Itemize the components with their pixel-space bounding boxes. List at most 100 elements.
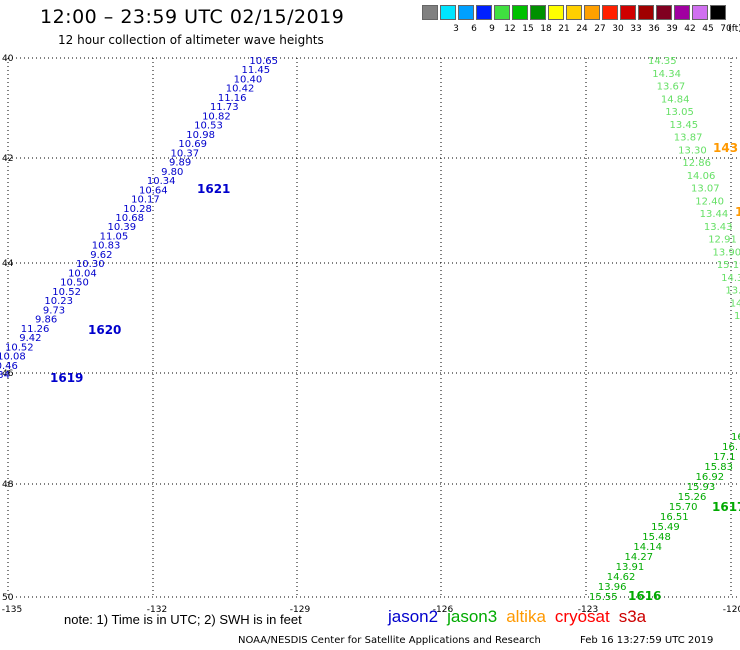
legend-swatch — [530, 5, 546, 20]
jason2-swh-value: 10.04 — [68, 268, 97, 279]
legend-label: 27 — [594, 24, 606, 34]
jason3-time-label: 1617 — [712, 500, 740, 514]
jason3-swh-value: 12.86 — [682, 158, 711, 169]
legend-label: 36 — [648, 24, 660, 34]
jason2-swh-value: 11.73 — [210, 102, 239, 113]
jason3-swh-value: 14.62 — [607, 572, 636, 583]
longitude-label: -135 — [2, 605, 22, 615]
legend-swatch — [692, 5, 708, 20]
jason3-swh-value: 15.19 — [717, 260, 740, 271]
jason2-swh-value: 9.86 — [35, 315, 57, 326]
latitude-label: 50 — [2, 593, 14, 603]
satellite-name-jason2: jason2 — [388, 607, 439, 626]
legend-label: 18 — [540, 24, 552, 34]
jason2-swh-value: 10.28 — [123, 204, 152, 215]
jason3-swh-value: 16.51 — [660, 512, 689, 523]
jason2-swh-value: 10.98 — [186, 130, 215, 141]
jason2-swh-value: 10.46 — [0, 361, 18, 372]
jason2-swh-value: 11.45 — [241, 65, 270, 76]
legend-swatch — [548, 5, 564, 20]
jason3-swh-value: 12.40 — [695, 196, 724, 207]
jason3-swh-value: 13.90 — [713, 247, 740, 258]
jason3-swh-value: 14.27 — [625, 552, 654, 563]
map-subtitle: 12 hour collection of altimeter wave hei… — [58, 33, 324, 47]
legend-swatch — [656, 5, 672, 20]
jason3-swh-value: 13.45 — [670, 120, 699, 131]
latitude-label: 44 — [2, 259, 14, 269]
legend-swatch — [512, 5, 528, 20]
legend-label: 12 — [504, 24, 516, 34]
jason2-swh-value: 10.37 — [171, 148, 200, 159]
jason3-swh-value: 15.26 — [678, 492, 707, 503]
legend-unit: (ft) — [728, 24, 740, 34]
jason2-swh-value: 11.26 — [21, 324, 50, 335]
jason2-swh-value: 11.16 — [218, 93, 247, 104]
satellite-name-cryosat: cryosat — [554, 607, 610, 626]
jason2-swh-value: 10.30 — [76, 259, 105, 270]
jason3-swh-value: 13.44 — [700, 209, 729, 220]
jason3-swh-value: 13.30 — [678, 145, 707, 156]
jason2-swh-value: 10.39 — [107, 222, 136, 233]
jason2-swh-value: 10.69 — [178, 139, 207, 150]
jason2-time-label: 1621 — [197, 182, 230, 196]
jason3-swh-value: 15.48 — [642, 532, 671, 543]
jason2-swh-value: 10.65 — [249, 56, 278, 67]
satellite-name-altika: altika — [506, 607, 546, 626]
jason2-swh-value: 11.05 — [100, 231, 129, 242]
longitude-label: -120 — [723, 605, 740, 615]
legend-label: 6 — [471, 24, 477, 34]
jason3-swh-value: 13.07 — [691, 184, 720, 195]
jason2-swh-value: 9.42 — [19, 333, 41, 344]
jason3-swh-value: 15.49 — [651, 522, 680, 533]
latitude-label: 42 — [2, 154, 13, 164]
jason3-swh-value: 15.70 — [669, 502, 698, 513]
jason2-swh-value: 9.73 — [43, 305, 65, 316]
jason3-swh-value: 13.96 — [598, 582, 627, 593]
jason3-swh-value: 14.14 — [633, 542, 662, 553]
jason3-swh-value: 12.91 — [708, 235, 737, 246]
legend-label: 15 — [522, 24, 534, 34]
jason3-time-label: 1616 — [628, 589, 661, 603]
jason3-swh-value: 15.83 — [704, 462, 733, 473]
jason3-swh-value: 13. — [725, 286, 740, 297]
jason3-swh-value: 14.35 — [648, 56, 677, 67]
footer-note: note: 1) Time is in UTC; 2) SWH is in fe… — [64, 612, 302, 627]
jason3-swh-value: 16.92 — [696, 472, 725, 483]
jason2-swh-value: 10.53 — [194, 121, 223, 132]
jason2-swh-value: 10.83 — [92, 241, 121, 252]
jason2-swh-value: 10.50 — [60, 278, 89, 289]
legend-label: 33 — [630, 24, 642, 34]
satellite-name-s3a: s3a — [618, 607, 647, 626]
longitude-label: -126 — [433, 605, 454, 615]
latitude-label: 46 — [2, 369, 14, 379]
jason3-swh-value: 15.93 — [687, 482, 716, 493]
legend-swatch — [710, 5, 726, 20]
jason2-swh-value: 10.52 — [5, 342, 34, 353]
legend-swatch — [458, 5, 474, 20]
legend-swatch — [494, 5, 510, 20]
jason3-swh-value: 14.84 — [661, 94, 690, 105]
jason2-time-label: 1619 — [50, 371, 83, 385]
jason3-swh-value: 13.67 — [657, 82, 686, 93]
jason2-swh-value: 10.23 — [44, 296, 73, 307]
legend-swatch — [476, 5, 492, 20]
legend-label: 3 — [453, 24, 459, 34]
altika-swh-label: 1 — [735, 205, 740, 219]
jason3-swh-value: 14.3 — [721, 273, 740, 284]
jason2-time-label: 1620 — [88, 323, 121, 337]
legend-swatch — [620, 5, 636, 20]
legend-label: 21 — [558, 24, 570, 34]
altika-swh-label: 143 — [713, 141, 738, 155]
jason2-swh-value: 10.82 — [202, 111, 231, 122]
latitude-label: 48 — [2, 480, 14, 490]
jason3-swh-value: 13.43 — [704, 222, 733, 233]
jason3-swh-value: 14.34 — [652, 69, 681, 80]
jason3-swh-value: 13.05 — [665, 107, 694, 118]
legend-label: 30 — [612, 24, 624, 34]
jason3-swh-value: 13.91 — [616, 562, 645, 573]
generated-timestamp: Feb 16 13:27:59 UTC 2019 — [580, 635, 714, 646]
map-title: 12:00 – 23:59 UTC 02/15/2019 — [40, 6, 345, 28]
jason2-swh-value: 9.89 — [169, 158, 191, 169]
legend-swatch — [602, 5, 618, 20]
